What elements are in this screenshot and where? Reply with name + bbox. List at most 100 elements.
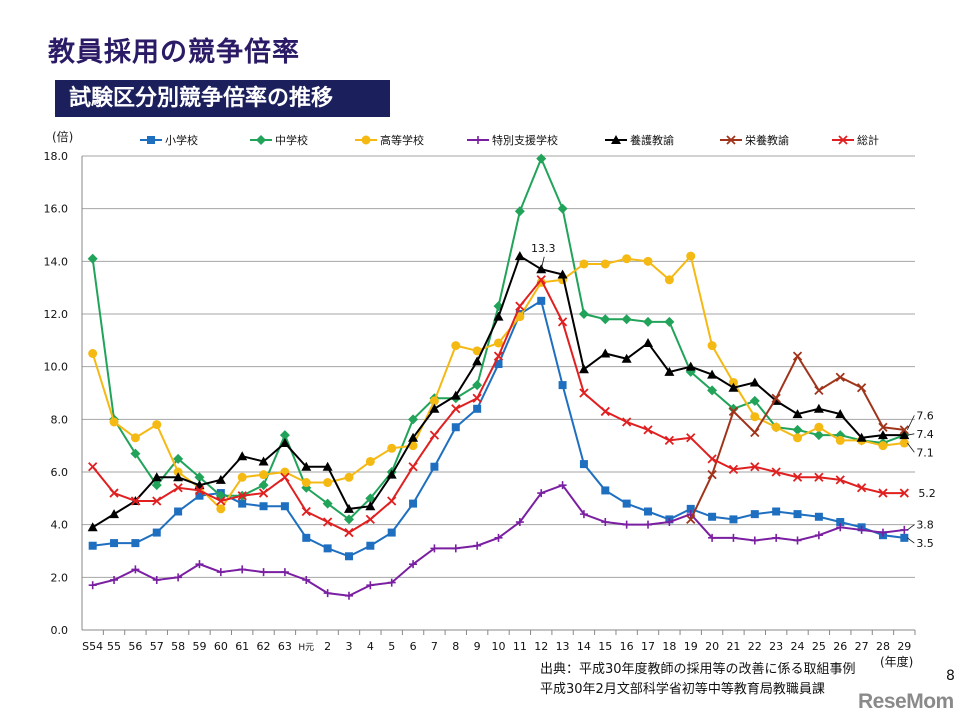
marker-triangle — [151, 472, 162, 482]
marker-plus — [174, 573, 183, 582]
marker-plus — [430, 544, 439, 553]
marker-square — [772, 507, 781, 516]
marker-x — [686, 514, 696, 525]
marker-triangle — [728, 382, 739, 392]
y-tick-label: 4.0 — [51, 519, 69, 532]
marker-x — [429, 430, 440, 440]
y-tick-label: 6.0 — [51, 466, 69, 479]
marker-triangle — [749, 377, 760, 387]
marker-circle — [88, 349, 98, 358]
marker-square — [814, 512, 823, 521]
marker-x — [258, 488, 269, 498]
annotation-label: 3.8 — [916, 519, 934, 532]
marker-circle — [323, 478, 333, 488]
x-tick-label: 20 — [705, 640, 719, 653]
marker-x — [622, 417, 632, 427]
marker-triangle — [173, 472, 184, 482]
x-tick-label: 3 — [345, 640, 352, 653]
marker-square — [238, 499, 247, 508]
marker-x — [814, 472, 824, 482]
marker-plus — [110, 575, 119, 584]
marker-plus — [537, 489, 546, 498]
legend-item: 養護教諭 — [605, 133, 674, 147]
marker-triangle — [664, 366, 675, 376]
marker-x — [792, 472, 803, 482]
marker-circle — [365, 456, 375, 466]
x-tick-label: 11 — [513, 640, 527, 653]
x-tick-label: 24 — [791, 640, 805, 653]
page-title: 教員採用の競争倍率 — [48, 37, 300, 68]
series-line — [92, 254, 905, 529]
marker-x — [856, 383, 867, 393]
marker-plus — [878, 528, 887, 537]
marker-x — [835, 475, 845, 485]
annotation-label: 13.3 — [531, 242, 556, 255]
x-tick-label: 23 — [769, 640, 783, 653]
marker-diamond — [664, 316, 675, 327]
marker-plus — [238, 565, 247, 574]
marker-triangle — [365, 501, 376, 511]
marker-x — [707, 469, 717, 480]
marker-x — [387, 496, 397, 506]
legend-item: 高等学校 — [355, 133, 424, 147]
annotation-leader — [907, 442, 915, 453]
marker-square — [430, 462, 439, 471]
marker-triangle — [685, 361, 696, 371]
marker-square — [195, 491, 204, 500]
marker-plus — [622, 520, 631, 529]
marker-diamond — [322, 498, 333, 509]
marker-square — [708, 512, 717, 521]
marker-square — [558, 381, 567, 390]
marker-triangle — [386, 469, 397, 479]
legend-label: 栄養教諭 — [745, 133, 789, 147]
marker-x — [109, 488, 119, 498]
marker-circle — [686, 251, 696, 261]
marker-x — [579, 388, 589, 398]
marker-x — [280, 472, 290, 482]
marker-diamond — [408, 414, 419, 425]
marker-diamond — [600, 314, 611, 325]
marker-plus — [814, 531, 823, 540]
marker-square — [152, 528, 161, 537]
x-tick-label: 8 — [452, 640, 459, 653]
marker-circle — [429, 396, 439, 406]
marker-triangle — [792, 409, 803, 419]
marker-x — [451, 404, 461, 414]
annotation-label: 7.6 — [916, 409, 934, 422]
marker-triangle — [856, 432, 867, 442]
marker-plus — [195, 560, 204, 569]
marker-x — [536, 275, 546, 285]
marker-x — [878, 488, 888, 498]
marker-x — [643, 425, 653, 435]
marker-triangle — [493, 311, 504, 321]
legend-item: 栄養教諭 — [720, 133, 789, 147]
marker-circle — [472, 346, 482, 356]
marker-plus — [750, 536, 759, 545]
marker-x — [899, 425, 909, 435]
marker-plus — [474, 136, 482, 144]
annotation-leader — [907, 537, 915, 544]
source-line-2: 平成30年2月文部科学省初等中等教育局教職員課 — [540, 682, 825, 697]
source-line-1: 出典：平成30年度教師の採用等の改善に係る取組事例 — [540, 662, 856, 677]
marker-circle — [515, 312, 525, 322]
marker-x — [814, 385, 824, 396]
marker-triangle — [450, 390, 461, 400]
marker-triangle — [301, 461, 312, 471]
x-tick-label: 18 — [662, 640, 676, 653]
marker-plus — [644, 520, 653, 529]
marker-circle — [259, 470, 269, 480]
y-tick-label: 2.0 — [51, 571, 69, 584]
marker-x — [792, 351, 803, 361]
marker-square — [88, 541, 97, 550]
x-tick-label: 56 — [128, 640, 142, 653]
marker-x — [600, 406, 610, 417]
marker-triangle — [813, 403, 824, 413]
marker-plus — [729, 533, 738, 542]
marker-triangle — [279, 438, 290, 448]
marker-x — [237, 491, 247, 501]
page-number: 8 — [946, 668, 955, 684]
marker-square — [900, 533, 909, 542]
marker-square — [579, 460, 588, 469]
marker-square — [644, 507, 653, 516]
marker-circle — [600, 259, 610, 269]
